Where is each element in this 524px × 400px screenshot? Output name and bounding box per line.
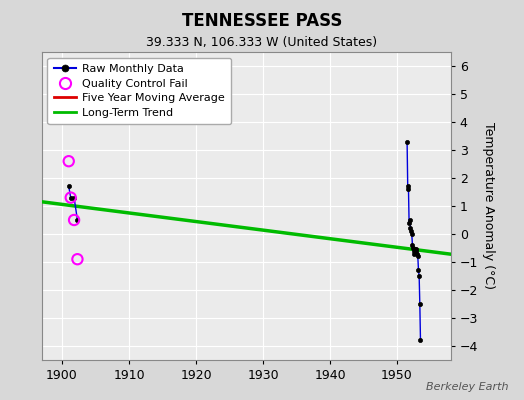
Y-axis label: Temperature Anomaly (°C): Temperature Anomaly (°C) bbox=[482, 122, 495, 290]
Legend: Raw Monthly Data, Quality Control Fail, Five Year Moving Average, Long-Term Tren: Raw Monthly Data, Quality Control Fail, … bbox=[48, 58, 231, 124]
Point bbox=[70, 217, 78, 223]
Point bbox=[67, 194, 75, 201]
Point bbox=[64, 158, 73, 164]
Text: Berkeley Earth: Berkeley Earth bbox=[426, 382, 508, 392]
Text: TENNESSEE PASS: TENNESSEE PASS bbox=[182, 12, 342, 30]
Text: 39.333 N, 106.333 W (United States): 39.333 N, 106.333 W (United States) bbox=[146, 36, 378, 49]
Point bbox=[73, 256, 82, 262]
